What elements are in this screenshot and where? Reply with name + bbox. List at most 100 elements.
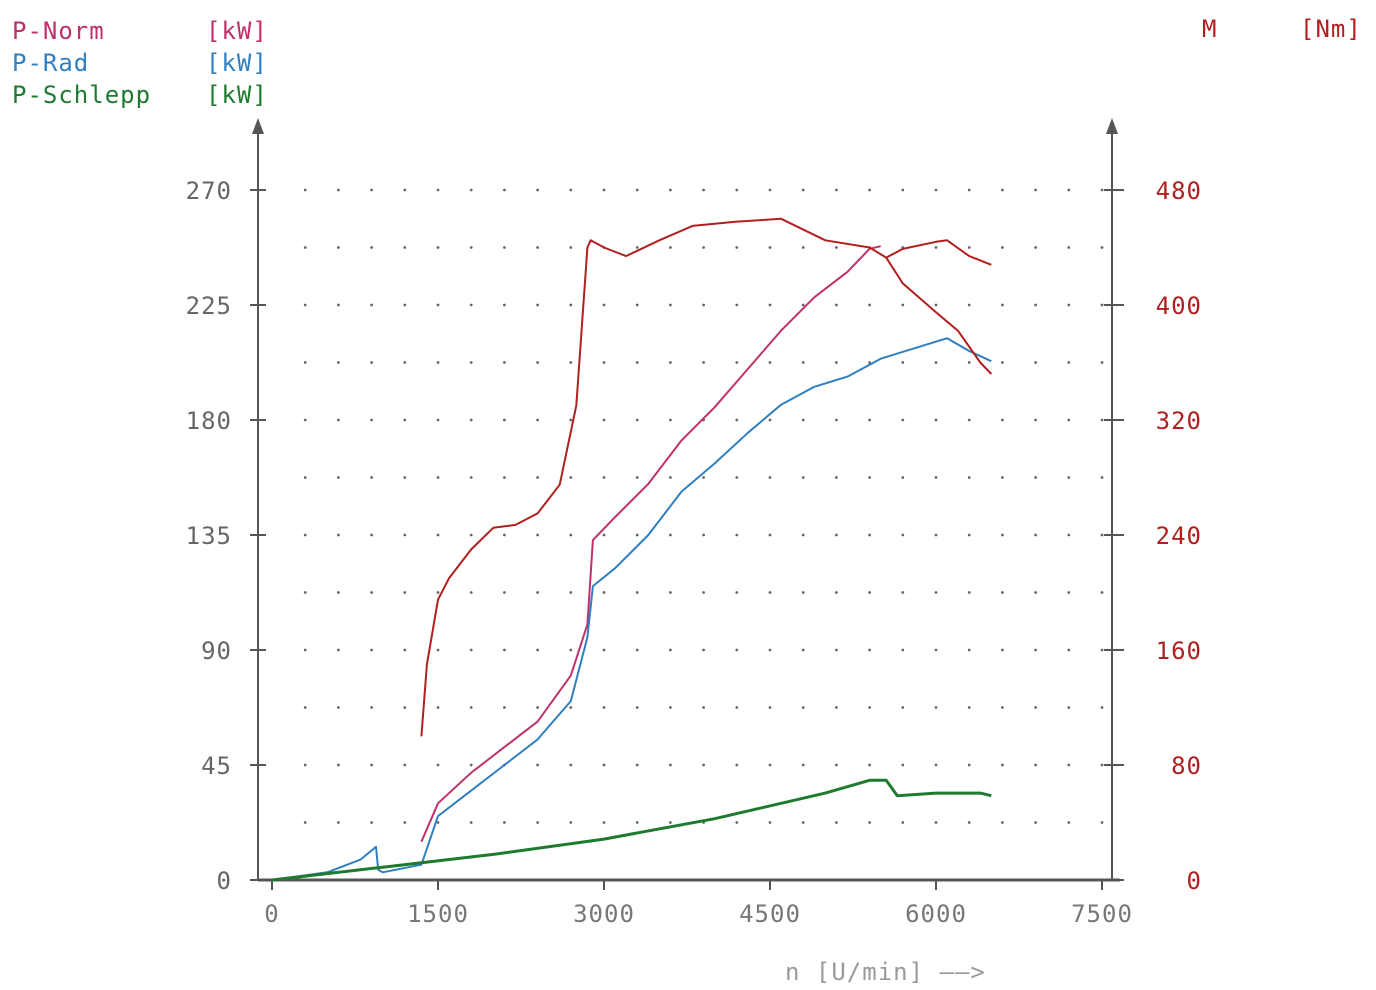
legend-label-p-schlepp: P-Schlepp — [12, 81, 151, 109]
grid-dot — [303, 763, 307, 767]
grid-dot — [1067, 648, 1071, 652]
grid-dot — [1067, 418, 1071, 422]
grid-dot — [602, 303, 606, 307]
grid-dot — [801, 246, 805, 249]
grid-dot — [536, 706, 539, 709]
grid-dot — [569, 648, 573, 652]
grid-dot — [702, 476, 705, 479]
grid-dot — [735, 706, 739, 709]
grid-dot — [469, 533, 473, 537]
left-tick-labels: 0 45 90 135 180 225 270 — [186, 177, 266, 895]
grid-dot — [303, 591, 307, 594]
grid-dot — [370, 533, 373, 537]
grid-dot — [669, 648, 672, 652]
grid-dot — [1034, 246, 1037, 249]
grid-dot — [768, 188, 772, 192]
grid-dot — [403, 533, 407, 537]
grid-dot — [934, 591, 938, 594]
x-tick-label: 7500 — [1071, 900, 1133, 928]
grid-dot — [735, 476, 739, 479]
grid-dot — [967, 706, 971, 709]
grid-dot — [635, 476, 639, 479]
grid-dot — [536, 246, 539, 249]
x-tick-label: 1500 — [407, 900, 469, 928]
x-axis-label: n [U/min] ——> — [785, 958, 986, 985]
grid-dot — [536, 591, 539, 594]
grid-dot — [1001, 303, 1004, 307]
grid-dot — [569, 763, 573, 767]
grid-dot — [967, 188, 971, 192]
grid-dot — [469, 361, 473, 364]
grid-dot — [403, 648, 407, 652]
grid-dot — [1100, 361, 1104, 364]
grid-dot — [403, 361, 407, 364]
grid-dot — [569, 188, 573, 192]
grid-dot — [801, 591, 805, 594]
grid-dot — [868, 763, 871, 767]
grid-dot — [1001, 706, 1004, 709]
grid-dot — [436, 418, 440, 422]
grid-dot — [669, 303, 672, 307]
grid-dot — [403, 706, 407, 709]
grid-dot — [702, 763, 705, 767]
grid-dot — [569, 246, 573, 249]
grid-dot — [1001, 361, 1004, 364]
grid-dot — [967, 533, 971, 537]
grid-dot — [835, 303, 838, 307]
grid-dot — [337, 763, 340, 767]
axes — [252, 118, 1120, 882]
series-layer — [271, 217, 993, 882]
grid-dot — [536, 533, 539, 537]
grid-dot — [436, 706, 440, 709]
grid-dot — [868, 706, 871, 709]
grid-dot — [569, 533, 573, 537]
grid-dot — [602, 591, 606, 594]
grid-dot — [669, 706, 672, 709]
grid-dot — [1001, 418, 1004, 422]
grid-dot — [1034, 418, 1037, 422]
grid-dot — [1100, 648, 1104, 652]
grid-dot — [536, 418, 539, 422]
grid-dot — [1034, 303, 1037, 307]
grid-dot — [337, 361, 340, 364]
grid-dot — [469, 648, 473, 652]
grid-dot — [1034, 476, 1037, 479]
grid-dot — [635, 821, 639, 824]
right-tick-label: 80 — [1171, 752, 1202, 780]
grid-dot — [901, 188, 905, 192]
grid-dot — [768, 418, 772, 422]
grid-dot — [768, 361, 772, 364]
grid-dot — [768, 246, 772, 249]
grid-dot — [735, 303, 739, 307]
grid-dot — [702, 303, 705, 307]
grid-dot — [436, 303, 440, 307]
grid-dot — [835, 706, 838, 709]
grid-dot — [702, 591, 705, 594]
grid-dot — [503, 418, 506, 422]
grid-dot — [602, 821, 606, 824]
grid-dot — [1034, 821, 1037, 824]
legend: P-Norm [kW] P-Rad [kW] P-Schlepp [kW] — [12, 17, 267, 109]
grid-dot — [835, 246, 838, 249]
grid-dot — [934, 533, 938, 537]
left-tick-label: 0 — [217, 867, 232, 895]
grid-dot — [702, 533, 705, 537]
grid-dot — [403, 246, 407, 249]
grid-dot — [934, 706, 938, 709]
grid-dot — [569, 361, 573, 364]
grid-dot — [536, 648, 539, 652]
right-tick-labels: 0 80 160 240 320 400 480 — [1104, 177, 1202, 895]
grid-dot — [1100, 821, 1104, 824]
grid-dot — [1067, 303, 1071, 307]
grid-dot — [901, 591, 905, 594]
grid-dot — [934, 246, 938, 249]
grid-dot — [536, 303, 539, 307]
grid-dot — [835, 418, 838, 422]
right-tick-label: 0 — [1187, 867, 1202, 895]
grid-dot — [469, 303, 473, 307]
grid-dot — [768, 533, 772, 537]
grid-dot — [801, 706, 805, 709]
grid-dot — [436, 763, 440, 767]
grid-dot — [337, 591, 340, 594]
grid-dot — [735, 763, 739, 767]
